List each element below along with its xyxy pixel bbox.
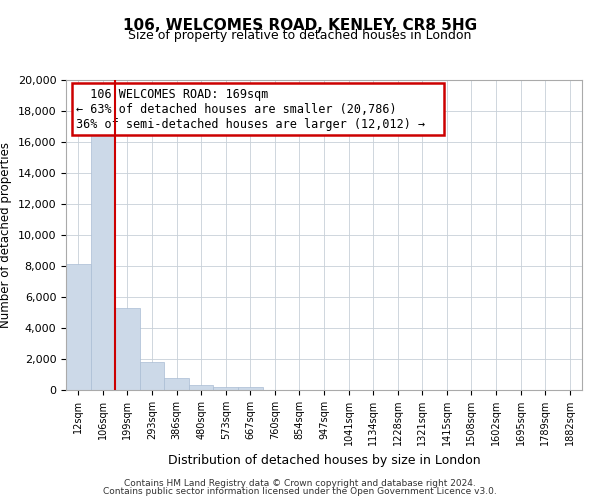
Bar	[91, 132, 115, 390]
Text: Size of property relative to detached houses in London: Size of property relative to detached ho…	[128, 29, 472, 42]
Y-axis label: Number of detached properties: Number of detached properties	[0, 142, 12, 328]
X-axis label: Distribution of detached houses by size in London: Distribution of detached houses by size …	[167, 454, 481, 466]
Bar	[214, 387, 238, 390]
Bar	[189, 386, 214, 390]
Bar	[140, 362, 164, 390]
Bar	[115, 308, 140, 390]
Text: 106, WELCOMES ROAD, KENLEY, CR8 5HG: 106, WELCOMES ROAD, KENLEY, CR8 5HG	[123, 18, 477, 32]
Bar	[164, 378, 189, 390]
Text: Contains HM Land Registry data © Crown copyright and database right 2024.: Contains HM Land Registry data © Crown c…	[124, 478, 476, 488]
Text: Contains public sector information licensed under the Open Government Licence v3: Contains public sector information licen…	[103, 487, 497, 496]
Bar	[238, 387, 263, 390]
Bar	[66, 264, 91, 390]
Text: 106 WELCOMES ROAD: 169sqm
← 63% of detached houses are smaller (20,786)
36% of s: 106 WELCOMES ROAD: 169sqm ← 63% of detac…	[76, 88, 440, 130]
